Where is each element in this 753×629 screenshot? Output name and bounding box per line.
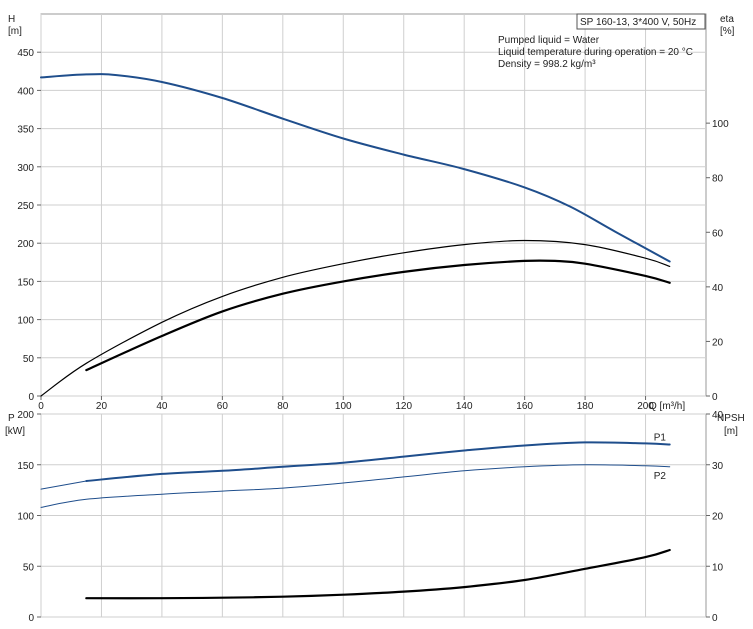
y-right-tick-label: 60: [712, 228, 724, 239]
series-line-p2: [40, 464, 671, 508]
x-tick-label: 20: [96, 401, 108, 412]
series-line-1: [40, 480, 87, 490]
series-label-p2: P2: [654, 471, 667, 482]
info-line-liquid: Pumped liquid = Water: [498, 35, 600, 46]
y-left-tick-label: 50: [23, 562, 35, 573]
series-line-p1: [85, 441, 671, 482]
eta-axis-label: eta: [720, 14, 734, 25]
x-tick-label: 60: [217, 401, 229, 412]
y-right-tick-label: 40: [712, 410, 724, 421]
y-left-tick-label: 150: [17, 461, 34, 472]
y-right-tick-label: 80: [712, 174, 724, 185]
title-box: [576, 13, 706, 30]
chart-labels: 0 20 40 60 80 100 120 140 160 180 2000501001502002…: [17, 48, 729, 624]
y-left-tick-label: 100: [17, 512, 34, 523]
x-tick-label: 0: [38, 401, 44, 412]
y-left-tick-label: 200: [17, 410, 34, 421]
y-right-tick-label: 40: [712, 283, 724, 294]
top-panel-curves: [40, 73, 671, 397]
series-line-3: [85, 548, 671, 600]
x-tick-label: 40: [156, 401, 168, 412]
x-tick-label: 100: [335, 401, 352, 412]
y-left-tick-label: 450: [17, 48, 34, 59]
y-left-tick-label: 50: [23, 354, 35, 365]
y-right-tick-label: 20: [712, 512, 724, 523]
power-axis-unit: [kW]: [5, 426, 25, 437]
y-left-tick-label: 250: [17, 201, 34, 212]
y-left-tick-label: 350: [17, 125, 34, 136]
series-line-1: [40, 239, 671, 397]
series-label-p1: P1: [654, 432, 667, 443]
x-tick-label: 160: [516, 401, 533, 412]
y-right-tick-label: 100: [712, 119, 729, 130]
y-right-tick-label: 20: [712, 337, 724, 348]
info-line-temperature: Liquid temperature during operation = 20…: [498, 47, 693, 58]
series-line-0: [40, 73, 671, 263]
y-left-tick-label: 100: [17, 316, 34, 327]
y-left-tick-label: 300: [17, 163, 34, 174]
eta-axis-unit: [%]: [720, 26, 735, 37]
y-left-tick-label: 0: [28, 392, 34, 403]
head-axis-label: H: [8, 14, 15, 25]
head-axis-unit: [m]: [8, 26, 22, 37]
y-right-tick-label: 30: [712, 461, 724, 472]
bottom-panel-grid: [37, 413, 710, 618]
power-axis-label: P: [8, 413, 15, 424]
x-tick-label: 180: [577, 401, 594, 412]
y-left-tick-label: 200: [17, 239, 34, 250]
x-tick-label: 80: [277, 401, 289, 412]
npsh-axis-label: NPSH: [717, 413, 745, 424]
y-left-tick-label: 0: [28, 613, 34, 624]
series-line-2: [85, 259, 671, 372]
x-tick-label: 120: [395, 401, 412, 412]
top-panel-grid: [37, 13, 710, 400]
y-right-tick-label: 10: [712, 562, 724, 573]
y-right-tick-label: 0: [712, 613, 718, 624]
y-left-tick-label: 400: [17, 86, 34, 97]
npsh-axis-unit: [m]: [724, 426, 738, 437]
x-tick-label: 140: [456, 401, 473, 412]
y-left-tick-label: 150: [17, 277, 34, 288]
chart-title: SP 160-13, 3*400 V, 50Hz: [580, 17, 696, 28]
bottom-panel-curves: [40, 441, 671, 600]
y-right-tick-label: 0: [712, 392, 718, 403]
flow-axis-label: Q [m³/h]: [649, 401, 685, 412]
x-tick-label: 200: [637, 401, 654, 412]
info-line-density: Density = 998.2 kg/m³: [498, 59, 596, 70]
